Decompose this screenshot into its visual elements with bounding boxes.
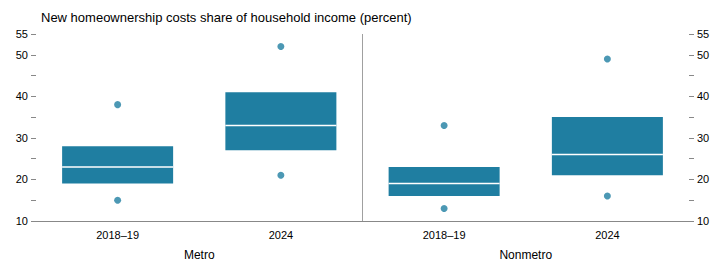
svg-text:50: 50 — [16, 49, 28, 61]
svg-text:40: 40 — [697, 90, 709, 102]
svg-text:10: 10 — [16, 215, 28, 227]
svg-text:20: 20 — [697, 173, 709, 185]
svg-text:30: 30 — [16, 132, 28, 144]
svg-text:2024: 2024 — [595, 229, 619, 241]
svg-text:2018–19: 2018–19 — [96, 229, 139, 241]
svg-text:20: 20 — [16, 173, 28, 185]
svg-text:10: 10 — [697, 215, 709, 227]
svg-text:30: 30 — [697, 132, 709, 144]
svg-text:50: 50 — [697, 49, 709, 61]
svg-text:New homeownership costs share: New homeownership costs share of househo… — [41, 10, 412, 25]
svg-text:55: 55 — [697, 28, 709, 40]
svg-text:40: 40 — [16, 90, 28, 102]
svg-text:Metro: Metro — [184, 248, 215, 262]
svg-text:Nonmetro: Nonmetro — [499, 248, 552, 262]
svg-text:55: 55 — [16, 28, 28, 40]
svg-text:2024: 2024 — [269, 229, 293, 241]
svg-text:2018–19: 2018–19 — [423, 229, 466, 241]
